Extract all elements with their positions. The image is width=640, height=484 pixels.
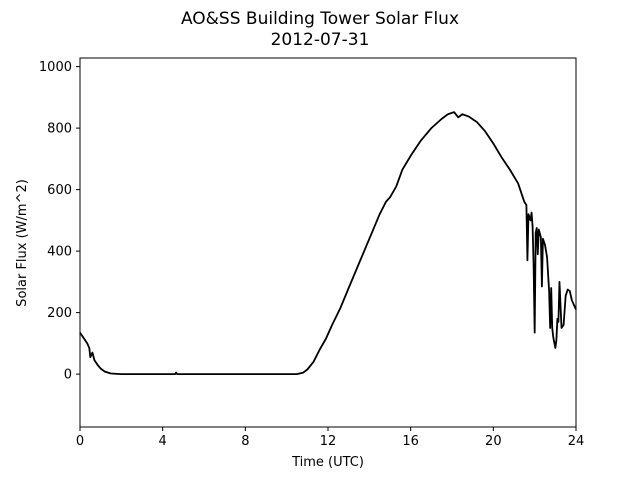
x-tick-label: 16 [402, 434, 419, 449]
y-axis-label: Solar Flux (W/m^2) [15, 179, 30, 307]
chart-title: AO&SS Building Tower Solar Flux [181, 9, 459, 29]
x-tick-label: 4 [159, 434, 167, 449]
y-tick-label: 400 [47, 245, 72, 260]
chart-subtitle: 2012-07-31 [271, 30, 370, 50]
y-tick-label: 600 [47, 183, 72, 198]
plot-frame [79, 57, 577, 428]
x-tick-label: 0 [76, 434, 84, 449]
x-tick-label: 8 [241, 434, 249, 449]
y-tick-label: 0 [64, 368, 72, 383]
data-line [79, 111, 577, 376]
x-tick-label: 24 [568, 434, 585, 449]
x-tick-label: 12 [320, 434, 337, 449]
y-tick-label: 200 [47, 306, 72, 321]
x-tick-label: 20 [485, 434, 502, 449]
y-tick-label: 800 [47, 122, 72, 137]
x-axis-label: Time (UTC) [291, 455, 364, 470]
y-tick-label: 1000 [39, 60, 72, 75]
